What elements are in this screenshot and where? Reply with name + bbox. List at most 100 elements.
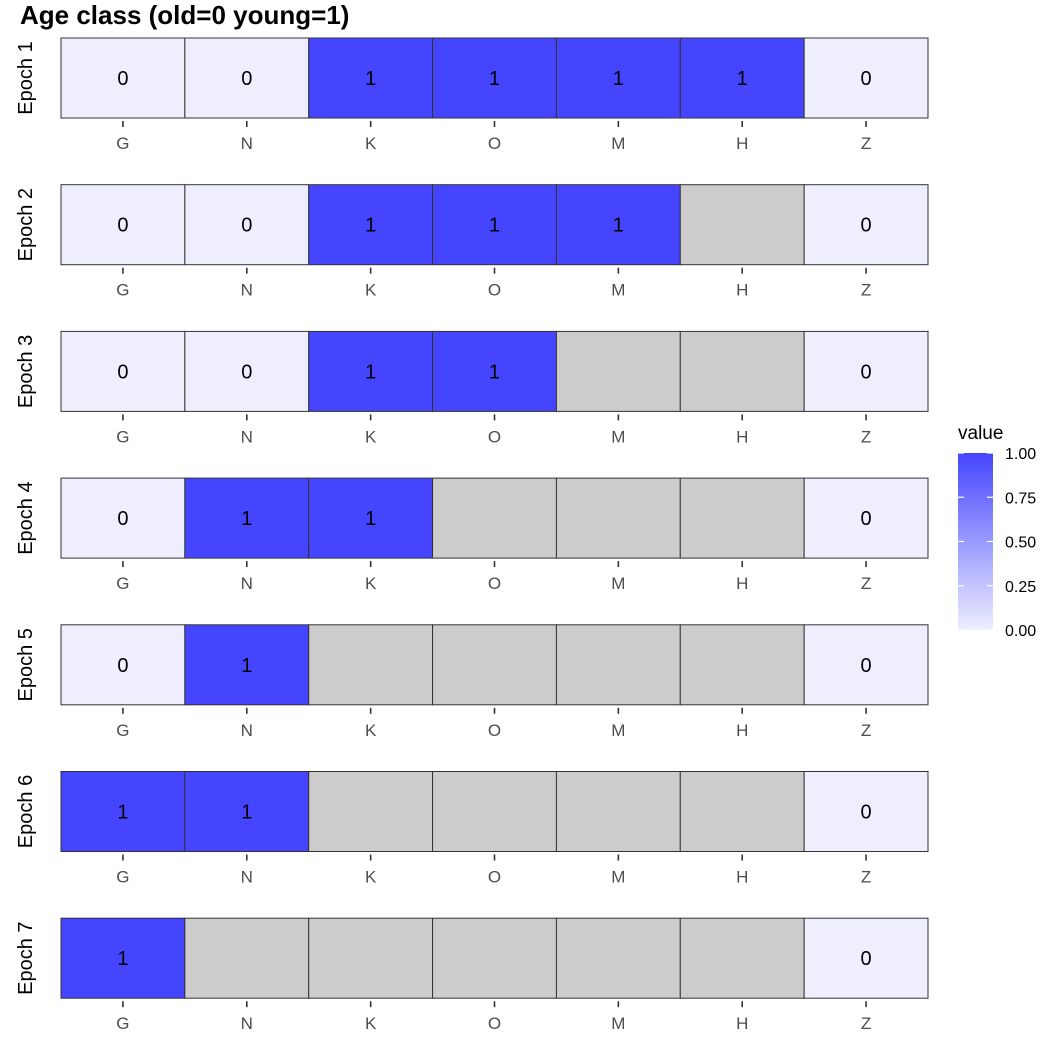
x-tick-label: K <box>365 721 377 740</box>
heatmap-cell <box>803 477 929 559</box>
heatmap-cell <box>184 771 310 852</box>
heatmap-cell <box>184 917 310 999</box>
heatmap-cell <box>308 771 434 852</box>
x-tick-label: O <box>488 574 501 593</box>
cell-value-label: 0 <box>861 802 872 824</box>
heatmap-cell <box>432 184 557 266</box>
heatmap-cell <box>60 771 186 852</box>
x-tick-label: M <box>611 1014 625 1033</box>
y-axis-label: Epoch 3 <box>15 335 37 408</box>
heatmap-cell <box>432 917 557 999</box>
heatmap-cell <box>184 330 310 412</box>
heatmap-cell <box>432 624 557 706</box>
x-tick-label: N <box>241 574 253 593</box>
heatmap-cell <box>803 184 929 266</box>
cell-value-label: 0 <box>117 655 128 677</box>
x-tick-label: M <box>611 281 625 300</box>
epoch-panel: Epoch 7 1 0 G N K O M H Z <box>15 917 929 1033</box>
x-tick-label: Z <box>861 134 871 153</box>
epoch-panel: Epoch 2 0 0 1 1 1 0 G N K O M H Z <box>15 184 929 300</box>
legend-tick-label: 0.75 <box>1005 490 1036 507</box>
heatmap-cell <box>60 37 186 119</box>
cell-value-label: 0 <box>117 68 128 90</box>
heatmap-cell <box>555 624 681 706</box>
cell-value-label: 0 <box>861 361 872 383</box>
y-axis-label: Epoch 6 <box>15 775 37 848</box>
heatmap-cell <box>803 330 929 412</box>
heatmap-cell <box>184 477 310 559</box>
x-tick-label: K <box>365 281 377 300</box>
x-tick-label: O <box>488 281 501 300</box>
x-tick-label: O <box>488 721 501 740</box>
heatmap-cell <box>555 37 681 119</box>
cell-value-label: 1 <box>241 508 252 530</box>
x-tick-label: G <box>116 134 129 153</box>
heatmap-cell <box>679 37 805 119</box>
x-tick-label: K <box>365 868 377 887</box>
cell-value-label: 0 <box>241 68 252 90</box>
cell-value-label: 1 <box>613 68 624 90</box>
heatmap-cell <box>679 184 805 266</box>
x-tick-label: K <box>365 1014 377 1033</box>
cell-value-label: 0 <box>861 215 872 237</box>
x-tick-label: H <box>736 134 748 153</box>
epoch-panel: Epoch 4 0 1 1 0 G N K O M H Z <box>15 477 929 593</box>
x-tick-label: N <box>241 868 253 887</box>
x-tick-label: H <box>736 868 748 887</box>
heatmap-cell <box>184 624 310 706</box>
heatmap-cell <box>432 37 557 119</box>
cell-value-label: 0 <box>861 948 872 970</box>
heatmap-cell <box>679 477 805 559</box>
heatmap-cell <box>679 771 805 852</box>
cell-value-label: 1 <box>365 215 376 237</box>
cell-value-label: 1 <box>365 508 376 530</box>
legend-tick-label: 0.50 <box>1005 535 1036 552</box>
x-tick-label: H <box>736 427 748 446</box>
heatmap-cell <box>679 624 805 706</box>
legend-title: value <box>958 423 1003 444</box>
y-axis-label: Epoch 1 <box>15 41 37 114</box>
epoch-panel: Epoch 1 0 0 1 1 1 1 0 G N K O M H Z <box>15 37 929 153</box>
x-tick-label: M <box>611 574 625 593</box>
heatmap-cell <box>308 330 434 412</box>
x-tick-label: O <box>488 427 501 446</box>
epoch-panel: Epoch 5 0 1 0 G N K O M H Z <box>15 624 929 740</box>
heatmap-cell <box>679 917 805 999</box>
x-tick-label: N <box>241 281 253 300</box>
heatmap-cell <box>60 477 186 559</box>
x-tick-label: G <box>116 1014 129 1033</box>
y-axis-label: Epoch 4 <box>15 481 37 554</box>
x-tick-label: K <box>365 427 377 446</box>
cell-value-label: 0 <box>861 508 872 530</box>
cell-value-label: 1 <box>489 361 500 383</box>
y-axis-label: Epoch 5 <box>15 628 37 701</box>
x-tick-label: O <box>488 868 501 887</box>
cell-value-label: 1 <box>117 948 128 970</box>
facet-panels: Epoch 1 0 0 1 1 1 1 0 G N K O M H Z Epoch 2 0 0 1 1 1 0 G N K O M H… <box>15 37 929 1033</box>
heatmap-cell <box>60 624 186 706</box>
heatmap-cell <box>432 771 557 852</box>
x-tick-label: H <box>736 574 748 593</box>
cell-value-label: 1 <box>613 215 624 237</box>
heatmap-cell <box>803 37 929 119</box>
x-tick-label: N <box>241 1014 253 1033</box>
x-tick-label: Z <box>861 868 871 887</box>
heatmap-cell <box>555 330 681 412</box>
x-tick-label: G <box>116 721 129 740</box>
cell-value-label: 0 <box>117 215 128 237</box>
epoch-panel: Epoch 6 1 1 0 G N K O M H Z <box>15 771 929 887</box>
cell-value-label: 1 <box>489 215 500 237</box>
heatmap-cell <box>555 477 681 559</box>
x-tick-label: M <box>611 868 625 887</box>
x-tick-label: K <box>365 574 377 593</box>
x-tick-label: M <box>611 134 625 153</box>
heatmap-cell <box>308 37 434 119</box>
heatmap-cell <box>60 184 186 266</box>
cell-value-label: 1 <box>365 68 376 90</box>
x-tick-label: Z <box>861 1014 871 1033</box>
heatmap-cell <box>308 917 434 999</box>
heatmap-cell <box>432 330 557 412</box>
cell-value-label: 0 <box>861 655 872 677</box>
